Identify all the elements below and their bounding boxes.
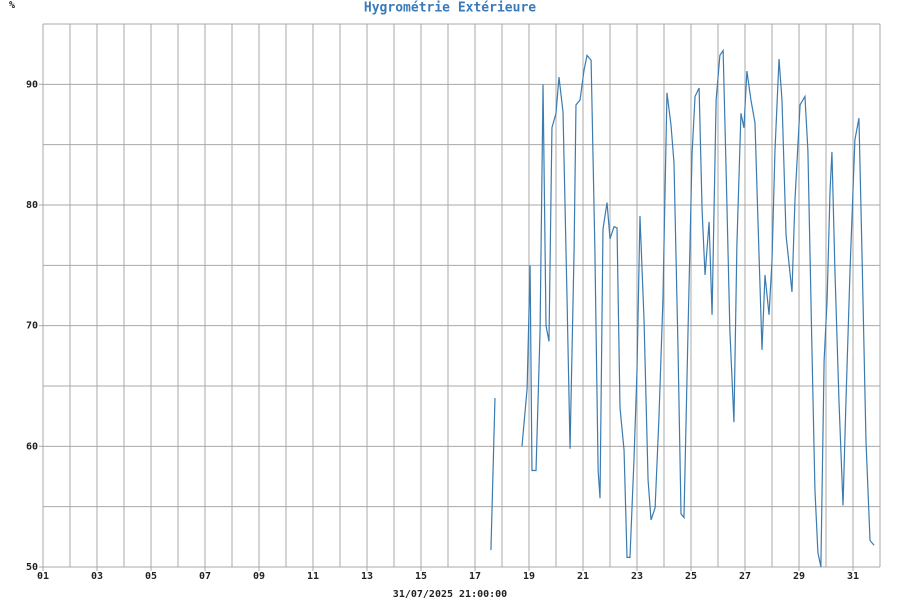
x-tick-label: 07 <box>199 571 211 582</box>
x-tick-label: 17 <box>469 571 481 582</box>
y-tick-label: 80 <box>26 200 38 211</box>
x-tick-label: 31 <box>847 571 859 582</box>
x-tick-label: 21 <box>577 571 589 582</box>
x-tick-label: 23 <box>631 571 643 582</box>
y-tick-label: 50 <box>26 562 38 573</box>
x-tick-label: 15 <box>415 571 427 582</box>
x-tick-label: 25 <box>685 571 697 582</box>
x-tick-label: 13 <box>361 571 373 582</box>
line-series <box>490 48 875 568</box>
x-tick-label: 11 <box>307 571 319 582</box>
x-caption: 31/07/2025 21:00:00 <box>393 589 507 600</box>
y-tick-label: 60 <box>26 441 38 452</box>
x-tick-label: 29 <box>793 571 805 582</box>
x-tick-label: 03 <box>91 571 103 582</box>
chart-title: Hygrométrie Extérieure <box>364 1 536 16</box>
y-tick-label: 70 <box>26 321 38 332</box>
x-tick-label: 19 <box>523 571 535 582</box>
x-tick-label: 27 <box>739 571 751 582</box>
x-tick-label: 05 <box>145 571 157 582</box>
x-tick-label: 01 <box>37 571 49 582</box>
x-tick-label: 09 <box>253 571 265 582</box>
y-tick-label: 90 <box>26 79 38 90</box>
y-axis-label: % <box>9 0 15 11</box>
